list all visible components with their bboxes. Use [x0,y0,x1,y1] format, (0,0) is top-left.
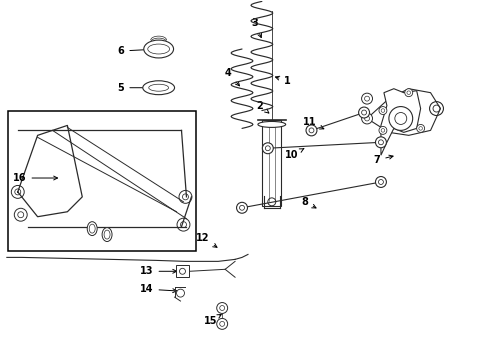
Ellipse shape [87,222,97,235]
Text: 6: 6 [118,46,155,56]
Text: 10: 10 [285,149,304,160]
Bar [175,265,190,277]
Ellipse shape [144,40,173,58]
Circle shape [217,302,228,314]
Ellipse shape [102,228,112,242]
Text: 8: 8 [301,197,316,208]
Text: 11: 11 [303,117,324,129]
Ellipse shape [143,81,174,95]
Ellipse shape [149,84,169,91]
Circle shape [237,202,247,213]
Ellipse shape [258,121,286,127]
Circle shape [176,289,184,297]
Text: 14: 14 [140,284,177,294]
Text: 1: 1 [275,76,291,86]
Bar [262,121,281,206]
Text: 5: 5 [118,83,152,93]
Circle shape [379,107,387,114]
Circle shape [262,143,273,154]
Text: 2: 2 [256,100,269,113]
Circle shape [375,176,387,188]
Text: 7: 7 [373,155,393,165]
Circle shape [375,137,387,148]
Text: 3: 3 [251,18,262,37]
Text: 13: 13 [140,266,176,276]
Circle shape [389,107,413,130]
Polygon shape [367,89,441,135]
Circle shape [379,126,387,134]
Text: 4: 4 [225,68,240,86]
Text: 12: 12 [196,233,217,247]
Circle shape [362,113,372,124]
Circle shape [217,319,228,329]
Polygon shape [381,89,420,155]
Text: 15: 15 [203,315,221,326]
Circle shape [362,93,372,104]
Circle shape [359,107,369,118]
Text: 9: 9 [405,94,417,106]
Circle shape [405,89,413,96]
Circle shape [416,125,425,132]
Text: 16: 16 [13,173,57,183]
Bar [8,111,196,251]
Circle shape [306,125,317,136]
